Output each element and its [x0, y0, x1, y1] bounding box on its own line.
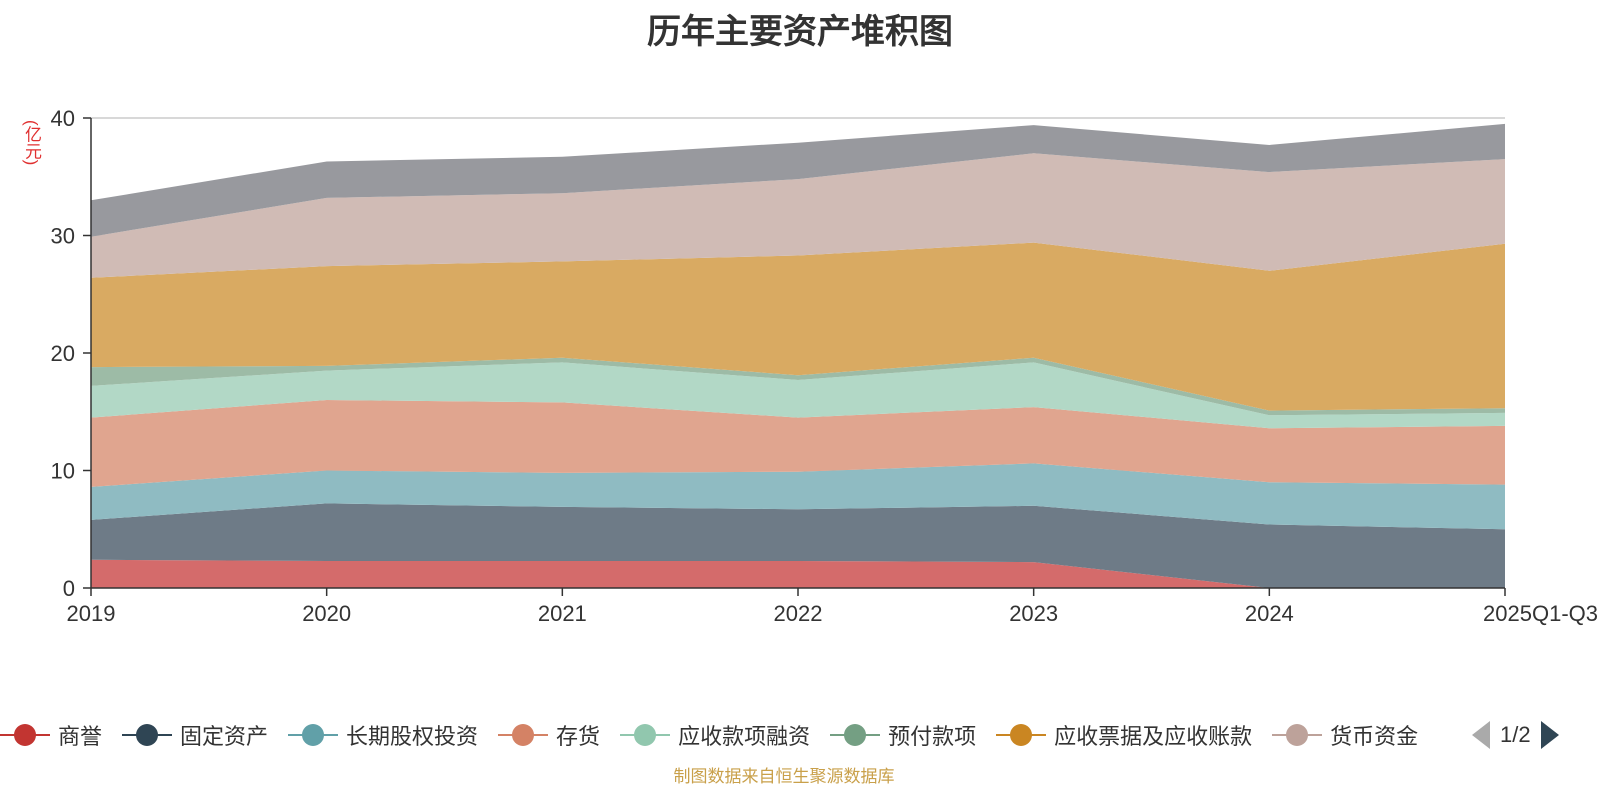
- area-series-固定资产[interactable]: [91, 503, 1505, 588]
- legend-item[interactable]: 固定资产: [122, 719, 268, 751]
- legend-item[interactable]: 长期股权投资: [288, 719, 478, 751]
- legend-label: 存货: [556, 724, 601, 749]
- legend-label: 预付款项: [888, 724, 977, 749]
- axis-layer: 0 10 20 30 40 2019 2020 2021 2022 2023 2024 2025Q1-…: [51, 106, 1598, 626]
- legend-label: 应收款项融资: [678, 724, 811, 749]
- legend-label: 固定资产: [180, 724, 269, 749]
- area-series-应收款项融资[interactable]: [91, 362, 1505, 429]
- source-note: 制图数据来自恒生聚源数据库: [673, 767, 895, 786]
- legend-marker-icon: [498, 722, 549, 748]
- x-tick-label: 2019: [67, 601, 116, 626]
- x-tick-label: 2024: [1245, 601, 1294, 626]
- area-series-应收票据及应收账款[interactable]: [91, 242, 1505, 411]
- area-series-存货[interactable]: [91, 400, 1505, 487]
- legend: 商誉 固定资产 长期股权投资 存货 应收款项融资 预付款项 应收票据及应收账款 货币资金: [0, 718, 1438, 752]
- legend-marker-icon: [0, 722, 50, 748]
- legend-prev-page-icon[interactable]: [1472, 721, 1490, 749]
- legend-item[interactable]: 商誉: [0, 719, 102, 751]
- y-tick-label: 20: [51, 341, 75, 366]
- legend-page-indicator: 1/2: [1500, 722, 1531, 747]
- legend-label: 商誉: [58, 724, 103, 749]
- area-layer: [91, 123, 1505, 588]
- legend-item[interactable]: 应收款项融资: [620, 719, 810, 751]
- legend-marker-icon: [122, 722, 173, 748]
- legend-marker-icon: [620, 722, 671, 748]
- area-series-商誉[interactable]: [91, 559, 1505, 588]
- legend-label: 应收票据及应收账款: [1054, 724, 1253, 749]
- legend-item[interactable]: 应收票据及应收账款: [996, 719, 1252, 751]
- y-axis-unit: (亿元): [22, 120, 41, 166]
- legend-marker-icon: [830, 722, 881, 748]
- x-tick-label: 2023: [1009, 601, 1058, 626]
- legend-pager: 1/2: [1472, 718, 1559, 752]
- legend-clip: 商誉 固定资产 长期股权投资 存货 应收款项融资 预付款项 应收票据及应收账款 货币资金: [0, 700, 1470, 760]
- legend-item[interactable]: 货币资金: [1272, 719, 1418, 751]
- legend-label: 长期股权投资: [346, 724, 479, 749]
- legend-marker-icon: [996, 722, 1047, 748]
- legend-item[interactable]: 存货: [498, 719, 600, 751]
- area-series-长期股权投资[interactable]: [91, 463, 1505, 530]
- area-series-货币资金[interactable]: [91, 153, 1505, 278]
- legend-label: 货币资金: [1330, 724, 1419, 749]
- y-tick-label: 10: [51, 459, 75, 484]
- y-tick-label: 40: [51, 106, 75, 131]
- x-tick-label: 2020: [302, 601, 351, 626]
- x-tick-label: 2021: [538, 601, 587, 626]
- y-tick-label: 0: [63, 576, 75, 601]
- area-series-其他[interactable]: [91, 123, 1505, 237]
- y-tick-label: 30: [51, 224, 75, 249]
- legend-item[interactable]: 预付款项: [830, 719, 976, 751]
- chart-title: 历年主要资产堆积图: [647, 13, 953, 51]
- x-tick-label: 2022: [774, 601, 823, 626]
- legend-next-page-icon[interactable]: [1540, 721, 1559, 749]
- legend-marker-icon: [288, 722, 339, 748]
- legend-marker-icon: [1272, 722, 1323, 748]
- x-tick-label: 2025Q1-Q3: [1483, 601, 1598, 626]
